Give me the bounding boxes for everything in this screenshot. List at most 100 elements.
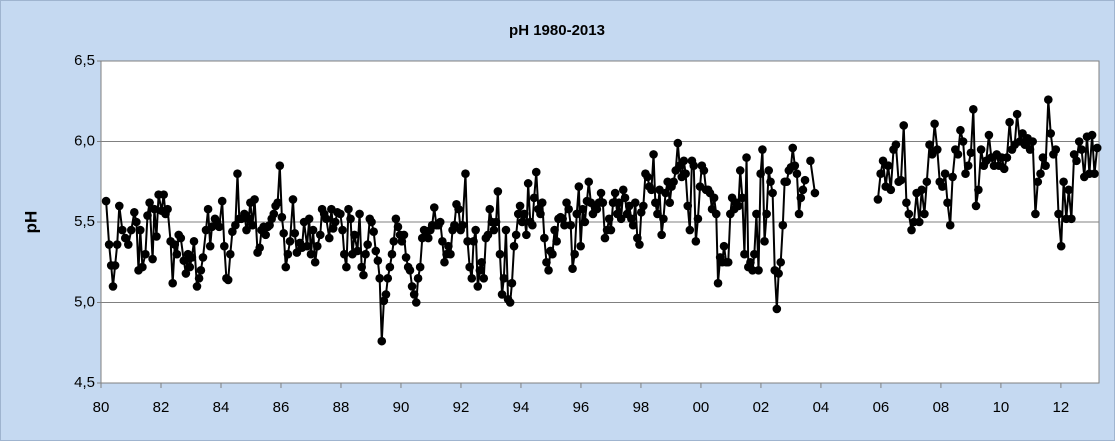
x-tick-label: 06 xyxy=(873,399,890,416)
data-point xyxy=(285,237,295,246)
data-point xyxy=(719,241,729,251)
data-point xyxy=(792,169,802,178)
data-point xyxy=(479,274,489,283)
data-point xyxy=(522,230,531,240)
data-point xyxy=(138,262,147,272)
data-point xyxy=(214,222,224,232)
data-point xyxy=(930,119,939,129)
data-point xyxy=(999,164,1009,174)
data-point xyxy=(958,137,968,146)
data-point xyxy=(277,212,287,222)
data-point xyxy=(689,161,699,170)
x-tick-label: 82 xyxy=(153,399,170,416)
data-point xyxy=(373,256,383,265)
data-point xyxy=(168,278,177,288)
data-point xyxy=(1031,209,1040,219)
data-point xyxy=(760,237,769,246)
data-point xyxy=(800,175,810,185)
x-tick-label: 84 xyxy=(213,399,230,416)
data-point xyxy=(407,282,417,291)
data-point xyxy=(1036,169,1045,178)
data-point xyxy=(576,241,585,251)
data-point xyxy=(740,249,749,259)
data-point xyxy=(788,143,798,153)
data-point xyxy=(176,233,186,243)
data-point xyxy=(758,145,767,154)
data-point xyxy=(610,188,620,198)
data-point xyxy=(681,169,690,178)
data-point xyxy=(963,161,973,170)
data-point xyxy=(920,209,929,219)
data-point xyxy=(693,214,703,224)
data-point xyxy=(529,193,539,203)
data-point xyxy=(620,193,630,203)
data-point xyxy=(248,220,257,230)
data-point xyxy=(281,262,291,272)
data-point xyxy=(917,185,927,195)
data-point xyxy=(711,209,721,219)
data-point xyxy=(1064,185,1074,195)
data-point xyxy=(896,175,906,185)
data-point xyxy=(163,204,172,214)
data-point xyxy=(185,262,195,272)
data-point xyxy=(463,237,472,246)
data-point xyxy=(467,274,477,283)
data-point xyxy=(647,185,656,195)
data-point xyxy=(764,166,774,175)
data-point xyxy=(969,105,978,114)
data-point xyxy=(273,198,282,207)
data-point xyxy=(170,240,180,249)
data-point xyxy=(523,179,533,188)
data-point xyxy=(117,225,127,235)
data-point xyxy=(123,240,133,249)
data-point xyxy=(269,209,279,219)
data-point xyxy=(1012,109,1022,119)
data-point xyxy=(141,249,150,259)
data-point xyxy=(665,198,675,207)
data-point xyxy=(618,185,628,195)
data-point xyxy=(578,204,588,214)
data-point xyxy=(150,204,159,214)
data-point xyxy=(145,198,154,207)
data-point xyxy=(381,290,391,299)
data-point xyxy=(393,222,403,232)
data-point xyxy=(187,253,197,262)
data-point xyxy=(598,198,608,207)
data-point xyxy=(635,240,644,249)
data-point xyxy=(244,214,253,224)
data-point xyxy=(1033,177,1043,187)
data-point xyxy=(203,204,213,214)
x-tick-label: 94 xyxy=(513,399,530,416)
data-point xyxy=(346,214,355,224)
data-point xyxy=(1051,145,1061,154)
data-point xyxy=(713,278,723,288)
data-point xyxy=(904,209,914,219)
data-point xyxy=(552,237,561,246)
data-point xyxy=(1041,161,1050,170)
data-point xyxy=(101,196,111,206)
data-point xyxy=(798,185,808,195)
x-tick-label: 04 xyxy=(813,399,830,416)
data-point xyxy=(458,220,467,230)
data-point xyxy=(196,266,206,275)
data-point xyxy=(435,217,445,227)
data-point xyxy=(774,269,783,278)
data-point xyxy=(794,209,804,219)
data-point xyxy=(925,140,934,150)
data-point xyxy=(383,274,393,283)
data-point xyxy=(377,336,387,346)
x-tick-label: 00 xyxy=(693,399,710,416)
data-point xyxy=(505,298,515,307)
data-point xyxy=(790,161,800,170)
data-point xyxy=(225,249,235,259)
data-point xyxy=(279,228,288,238)
data-point xyxy=(461,169,470,178)
data-point xyxy=(542,257,551,267)
chart-title: pH 1980-2013 xyxy=(509,22,605,39)
data-point xyxy=(491,217,501,227)
data-point xyxy=(614,198,624,207)
data-point xyxy=(661,188,670,198)
data-point xyxy=(752,209,761,219)
data-point xyxy=(669,177,678,187)
data-point xyxy=(501,225,511,235)
